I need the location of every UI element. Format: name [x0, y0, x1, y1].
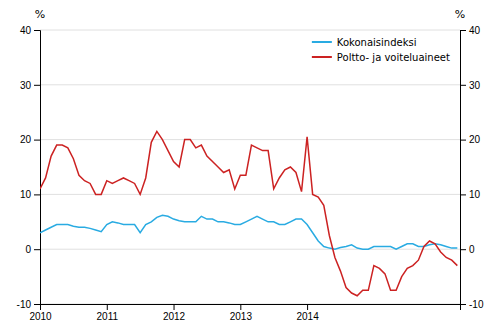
tick-mark [460, 30, 466, 31]
tick-label: 0 [25, 244, 31, 255]
grid-line [40, 139, 460, 140]
tick-mark [240, 304, 241, 310]
tick: 2010 [29, 304, 52, 322]
tick: 0 [25, 244, 40, 255]
axis-line [34, 31, 41, 305]
lines [40, 131, 457, 295]
tick-label: 2011 [97, 311, 119, 322]
tick: 10 [20, 189, 40, 200]
tick-mark [34, 85, 40, 86]
y2-axis-label: % [455, 8, 465, 21]
legend-item: Poltto- ja voiteluaineet [312, 52, 450, 63]
tick-label: 2013 [230, 311, 253, 322]
legend-label: Kokonaisindeksi [337, 37, 417, 48]
tick: 40 [460, 25, 481, 36]
legend-swatch [312, 41, 332, 43]
tick: 2013 [230, 304, 253, 322]
legend: Kokonaisindeksi Poltto- ja voiteluaineet [312, 37, 450, 63]
tick-mark [34, 140, 40, 141]
axis-line [461, 31, 467, 305]
tick-mark [174, 304, 175, 310]
tick-mark [34, 30, 40, 31]
axis-line [41, 305, 461, 311]
plot: 2010 2011 2012 2013 2014 -10 0 10 20 30 40 -10 0 10 20… [17, 25, 484, 322]
tick-label: 30 [20, 80, 32, 91]
tick-label: 0 [469, 244, 475, 255]
tick: -10 [460, 299, 484, 310]
x-axis: 2010 2011 2012 2013 2014 [29, 304, 460, 322]
grid-line [40, 30, 460, 31]
tick: -10 [17, 299, 40, 310]
tick-mark [460, 304, 466, 305]
tick-label: 10 [469, 189, 481, 200]
grid [40, 30, 460, 304]
legend-label: Poltto- ja voiteluaineet [337, 52, 450, 63]
tick-label: 2010 [29, 311, 52, 322]
tick: 2011 [97, 304, 119, 322]
tick-label: 20 [20, 134, 32, 145]
tick: 2012 [163, 304, 186, 322]
tick: 0 [460, 244, 475, 255]
grid-line [40, 194, 460, 195]
tick-mark [34, 194, 40, 195]
tick-label: -10 [469, 299, 484, 310]
y2-axis: -10 0 10 20 30 40 [460, 25, 484, 310]
tick: 10 [460, 189, 481, 200]
tick-label: 40 [20, 25, 32, 36]
legend-swatch [312, 56, 332, 58]
tick-mark [107, 304, 108, 310]
tick: 20 [460, 134, 481, 145]
tick: 30 [460, 80, 481, 91]
tick-label: 20 [469, 134, 481, 145]
tick: 40 [20, 25, 40, 36]
tick-label: 40 [469, 25, 481, 36]
tick-mark [34, 304, 40, 305]
tick-label: 30 [469, 80, 481, 91]
tick: 30 [20, 80, 40, 91]
legend-item: Kokonaisindeksi [312, 37, 417, 48]
series-line [40, 131, 457, 295]
series-line [40, 215, 457, 249]
tick-mark [460, 140, 466, 141]
tick-mark [34, 249, 40, 250]
tick-label: 2012 [163, 311, 186, 322]
y-axis: -10 0 10 20 30 40 [17, 25, 41, 310]
grid-line [40, 84, 460, 85]
tick: 2014 [296, 304, 319, 322]
tick-mark [460, 85, 466, 86]
tick-mark [460, 249, 466, 250]
tick-label: 2014 [296, 311, 319, 322]
tick-label: -10 [17, 299, 32, 310]
chart: 2010 2011 2012 2013 2014 -10 0 10 20 30 40 -10 0 10 20… [0, 0, 500, 330]
tick-mark [460, 194, 466, 195]
tick-mark [307, 304, 308, 310]
y-axis-label: % [35, 8, 45, 21]
tick-label: 10 [20, 189, 32, 200]
tick: 20 [20, 134, 40, 145]
